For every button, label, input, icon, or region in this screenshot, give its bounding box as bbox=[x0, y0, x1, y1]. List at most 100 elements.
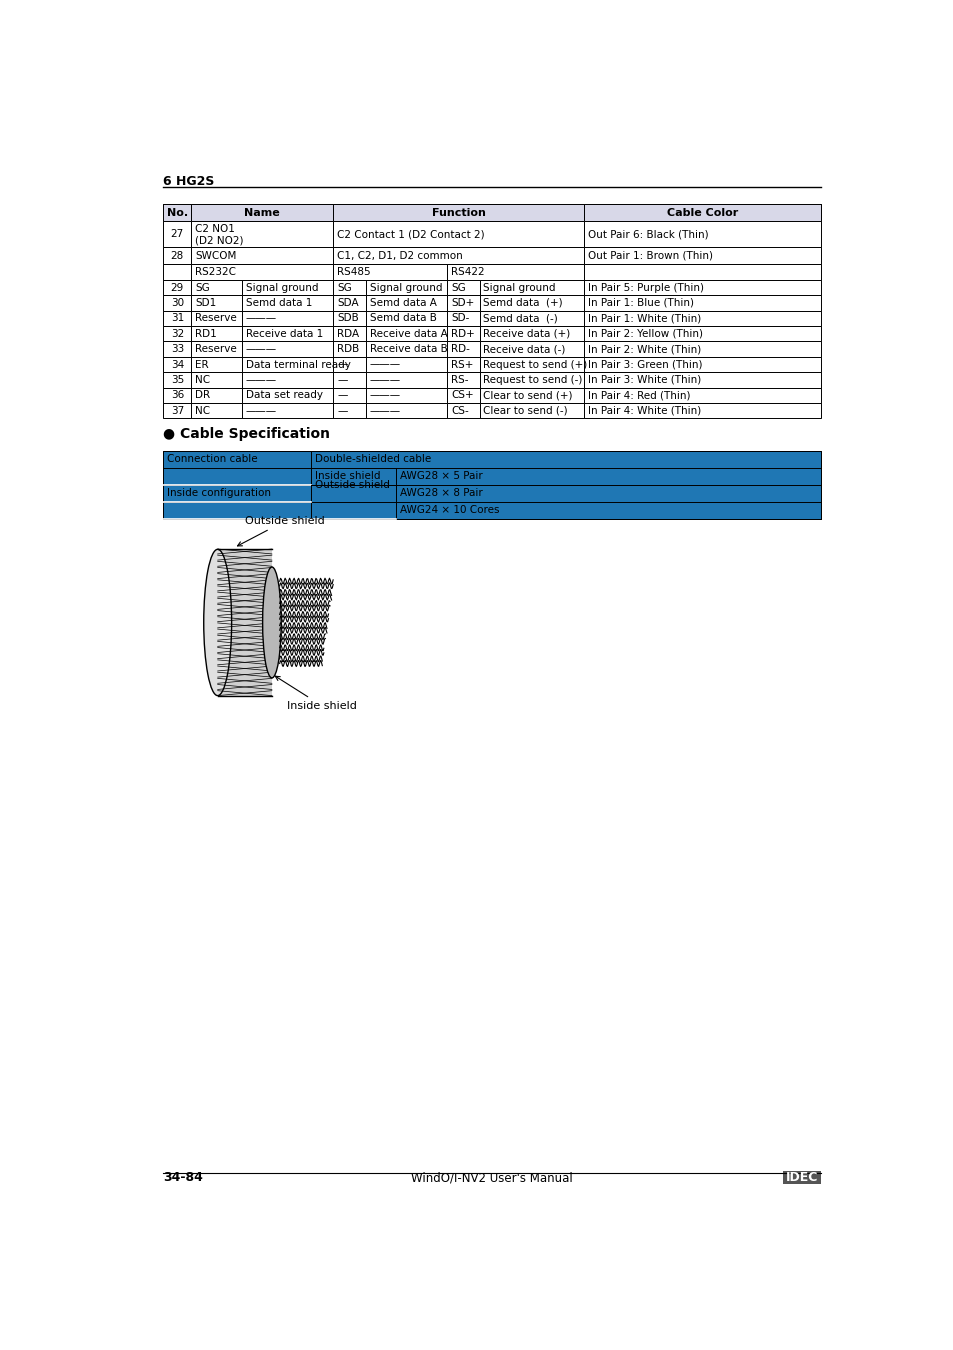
Text: RDB: RDB bbox=[336, 344, 359, 354]
Text: Inside shield: Inside shield bbox=[275, 676, 357, 711]
Text: C2 Contact 1 (D2 Contact 2): C2 Contact 1 (D2 Contact 2) bbox=[336, 230, 484, 239]
Bar bbox=[163, 279, 192, 296]
Bar bbox=[163, 451, 820, 518]
Bar bbox=[192, 265, 333, 279]
Text: C2 NO1
(D2 NO2): C2 NO1 (D2 NO2) bbox=[195, 224, 243, 246]
Bar bbox=[365, 404, 447, 418]
Text: Receive data 1: Receive data 1 bbox=[245, 328, 322, 339]
Bar bbox=[192, 296, 241, 310]
Text: 28: 28 bbox=[171, 251, 184, 261]
Bar bbox=[333, 404, 365, 418]
Bar bbox=[333, 387, 365, 404]
Bar bbox=[163, 451, 820, 518]
Text: Reserve: Reserve bbox=[195, 313, 236, 323]
Bar bbox=[241, 387, 333, 404]
Bar bbox=[192, 342, 241, 356]
Text: Outside shield: Outside shield bbox=[314, 479, 389, 490]
Bar bbox=[333, 221, 583, 247]
Text: RS422: RS422 bbox=[451, 267, 484, 277]
Bar bbox=[583, 310, 820, 325]
Text: SG: SG bbox=[195, 282, 210, 293]
Text: RS+: RS+ bbox=[451, 359, 473, 370]
Bar bbox=[163, 373, 192, 387]
Bar bbox=[583, 296, 820, 310]
Bar bbox=[192, 221, 333, 247]
Text: 6 HG2S: 6 HG2S bbox=[163, 176, 214, 188]
Text: ———: ——— bbox=[245, 313, 276, 323]
Text: SG: SG bbox=[336, 282, 352, 293]
Bar bbox=[192, 204, 333, 221]
Text: DR: DR bbox=[195, 390, 210, 401]
Text: 32: 32 bbox=[171, 328, 184, 339]
Bar bbox=[479, 404, 583, 418]
Bar bbox=[163, 325, 192, 342]
Text: —: — bbox=[336, 375, 347, 385]
Text: SD-: SD- bbox=[451, 313, 469, 323]
Text: In Pair 1: Blue (Thin): In Pair 1: Blue (Thin) bbox=[587, 298, 694, 308]
Bar bbox=[241, 404, 333, 418]
Text: ———: ——— bbox=[245, 344, 276, 354]
Text: RD1: RD1 bbox=[195, 328, 216, 339]
Text: IDEC: IDEC bbox=[785, 1172, 818, 1184]
Bar bbox=[365, 310, 447, 325]
Text: Semd data  (-): Semd data (-) bbox=[483, 313, 558, 323]
Text: ● Cable Specification: ● Cable Specification bbox=[163, 427, 330, 441]
Bar bbox=[333, 310, 365, 325]
Bar bbox=[447, 356, 479, 373]
Bar bbox=[241, 356, 333, 373]
Text: Receive data (+): Receive data (+) bbox=[483, 328, 570, 339]
Text: Function: Function bbox=[432, 208, 485, 217]
Bar bbox=[163, 204, 820, 221]
Bar bbox=[447, 342, 479, 356]
Text: WindO/I-NV2 User's Manual: WindO/I-NV2 User's Manual bbox=[411, 1172, 573, 1184]
Text: Receive data A: Receive data A bbox=[369, 328, 447, 339]
Text: SDA: SDA bbox=[336, 298, 358, 308]
Text: Semd data A: Semd data A bbox=[369, 298, 436, 308]
Text: Out Pair 1: Brown (Thin): Out Pair 1: Brown (Thin) bbox=[587, 251, 713, 261]
Text: RS232C: RS232C bbox=[195, 267, 236, 277]
Text: ———: ——— bbox=[245, 406, 276, 416]
Bar bbox=[192, 387, 241, 404]
Text: Receive data B: Receive data B bbox=[369, 344, 447, 354]
Text: RD-: RD- bbox=[451, 344, 469, 354]
Bar bbox=[163, 310, 192, 325]
Bar bbox=[447, 279, 479, 296]
Text: SG: SG bbox=[451, 282, 465, 293]
Bar bbox=[333, 279, 365, 296]
Text: Data set ready: Data set ready bbox=[245, 390, 322, 401]
Bar bbox=[163, 265, 192, 279]
Ellipse shape bbox=[262, 567, 281, 678]
Bar bbox=[163, 204, 192, 221]
Bar bbox=[583, 404, 820, 418]
Text: In Pair 4: Red (Thin): In Pair 4: Red (Thin) bbox=[587, 390, 690, 401]
Bar bbox=[479, 373, 583, 387]
Text: No.: No. bbox=[167, 208, 188, 217]
Text: In Pair 2: White (Thin): In Pair 2: White (Thin) bbox=[587, 344, 700, 354]
Bar bbox=[365, 342, 447, 356]
Bar bbox=[163, 247, 192, 265]
Text: In Pair 2: Yellow (Thin): In Pair 2: Yellow (Thin) bbox=[587, 328, 702, 339]
Bar bbox=[583, 342, 820, 356]
Bar bbox=[163, 356, 192, 373]
Bar bbox=[163, 387, 192, 404]
Text: ER: ER bbox=[195, 359, 209, 370]
Bar bbox=[583, 221, 820, 247]
Text: Inside configuration: Inside configuration bbox=[167, 489, 271, 498]
Text: In Pair 5: Purple (Thin): In Pair 5: Purple (Thin) bbox=[587, 282, 703, 293]
Bar bbox=[241, 325, 333, 342]
Text: —: — bbox=[336, 406, 347, 416]
Bar bbox=[333, 356, 365, 373]
Bar bbox=[333, 204, 583, 221]
Bar bbox=[192, 279, 241, 296]
Bar bbox=[782, 1172, 820, 1184]
Bar bbox=[163, 221, 192, 247]
Text: ———: ——— bbox=[369, 359, 400, 370]
Text: ———: ——— bbox=[369, 390, 400, 401]
Text: RDA: RDA bbox=[336, 328, 358, 339]
Bar bbox=[447, 387, 479, 404]
Text: NC: NC bbox=[195, 375, 210, 385]
Bar bbox=[333, 342, 365, 356]
Bar bbox=[583, 204, 820, 221]
Text: 37: 37 bbox=[171, 406, 184, 416]
Bar bbox=[241, 310, 333, 325]
